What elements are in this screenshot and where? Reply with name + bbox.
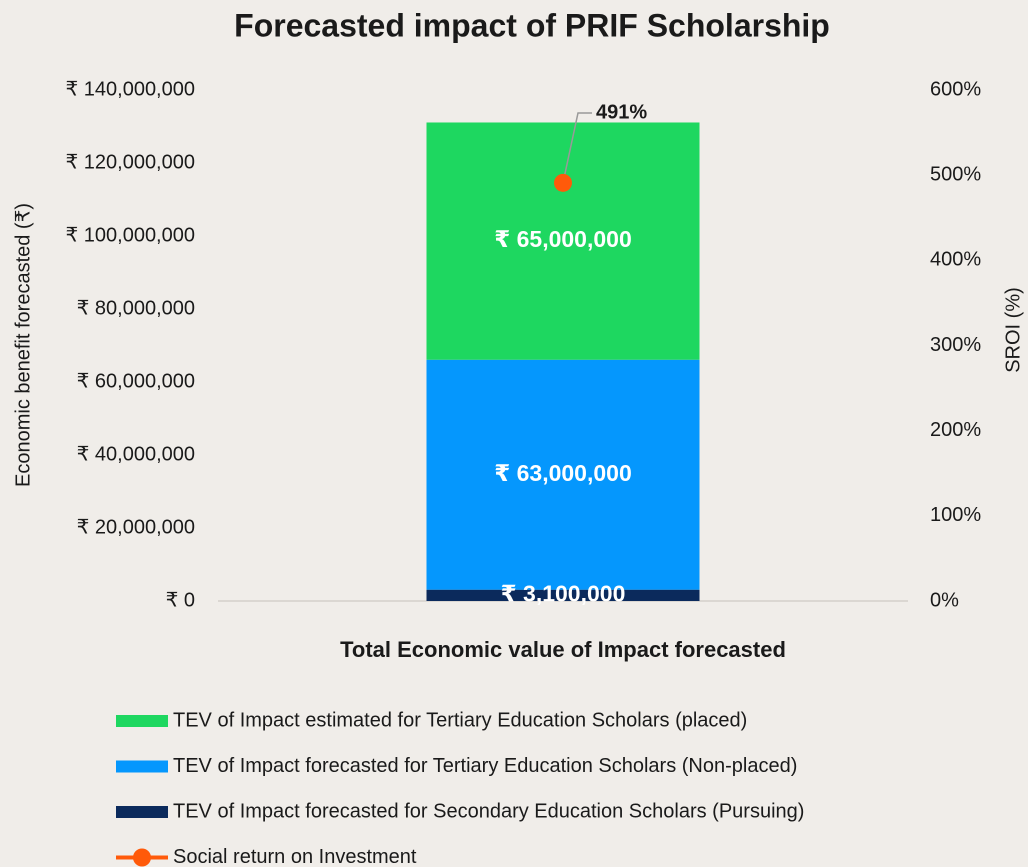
bar-segment [426, 122, 700, 360]
legend-marker [133, 848, 151, 867]
y-tick-label: ₹ 120,000,000 [65, 151, 195, 173]
legend-label: TEV of Impact forecasted for Secondary E… [173, 800, 804, 822]
chart-title: Forecasted impact of PRIF Scholarship [234, 7, 830, 43]
y-axis-title: Economic benefit forecasted (₹) [12, 203, 34, 487]
y-tick-label: ₹ 60,000,000 [77, 370, 195, 392]
x-axis-label: Total Economic value of Impact forecaste… [340, 637, 786, 662]
y-tick-label: ₹ 100,000,000 [65, 224, 195, 246]
y2-tick-label: 100% [930, 504, 981, 526]
y2-axis-title: SROI (%) [1002, 287, 1024, 373]
y-tick-label: ₹ 140,000,000 [65, 78, 195, 100]
legend-label: TEV of Impact estimated for Tertiary Edu… [173, 709, 747, 731]
legend-swatch [116, 806, 168, 818]
y2-tick-label: 0% [930, 589, 959, 611]
y-tick-label: ₹ 40,000,000 [77, 443, 195, 465]
legend-swatch [116, 715, 168, 727]
legend-swatch [116, 760, 168, 773]
y2-tick-label: 500% [930, 163, 981, 185]
legend-label: TEV of Impact forecasted for Tertiary Ed… [173, 755, 797, 777]
sroi-marker [554, 173, 572, 192]
y-tick-label: ₹ 0 [166, 589, 195, 611]
bar-segment [426, 589, 700, 601]
value-label: ₹ 63,000,000 [494, 460, 632, 486]
value-label: ₹ 65,000,000 [494, 226, 632, 252]
value-label: ₹ 3,100,000 [501, 580, 626, 606]
y2-tick-label: 600% [930, 78, 981, 100]
bar-segment [426, 359, 700, 590]
y-tick-label: ₹ 20,000,000 [77, 516, 195, 538]
y2-tick-label: 400% [930, 249, 981, 271]
leader-line [562, 112, 592, 183]
y2-tick-label: 200% [930, 419, 981, 441]
legend-label: Social return on Investment [173, 846, 417, 867]
y2-tick-label: 300% [930, 334, 981, 356]
y-tick-label: ₹ 80,000,000 [77, 297, 195, 319]
sroi-label: 491% [596, 101, 647, 123]
